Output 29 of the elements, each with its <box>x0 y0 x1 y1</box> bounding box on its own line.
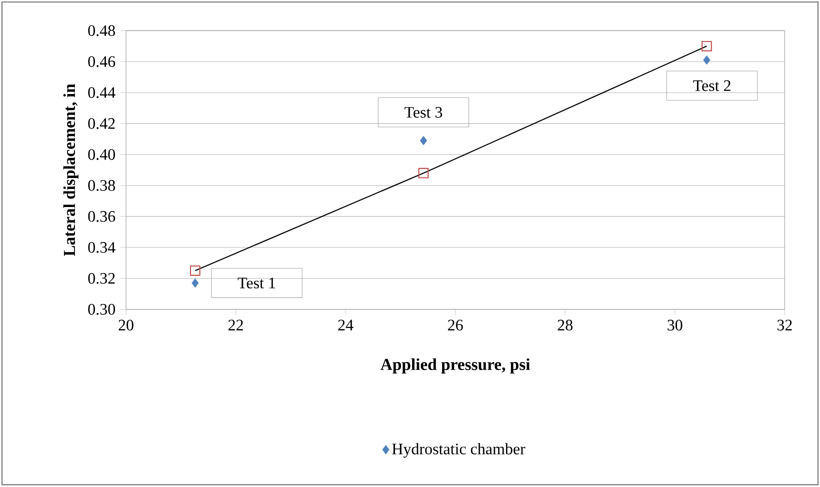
y-tick-label: 0.46 <box>88 56 116 68</box>
point <box>190 266 200 276</box>
y-tick-label: 0.36 <box>88 211 116 222</box>
x-tick-label: 28 <box>558 320 572 331</box>
annotation: Test 1 <box>238 278 276 289</box>
annotation: Test 2 <box>693 80 730 92</box>
x-tick-label: 20 <box>118 320 134 331</box>
point <box>420 136 427 146</box>
x-tick-label: 30 <box>668 320 682 331</box>
x-tick-label: 32 <box>777 320 792 331</box>
y-tick-label: 0.40 <box>88 149 115 160</box>
y-tick-label: 0.38 <box>88 180 115 192</box>
point <box>703 56 710 65</box>
y-tick-label: 0.44 <box>88 87 116 98</box>
x-tick-label: 22 <box>228 320 243 330</box>
legend-label: Hydrostatic chamber <box>392 443 526 458</box>
y-tick-label: 0.30 <box>88 304 115 315</box>
annotation: Test 3 <box>404 107 442 118</box>
point <box>702 41 712 52</box>
y-tick-label: 0.42 <box>88 118 115 130</box>
point <box>418 168 429 178</box>
y-tick-label: 0.48 <box>88 25 115 36</box>
y-tick-label: 0.32 <box>88 273 115 284</box>
point <box>192 278 199 288</box>
y-tick-label: 0.34 <box>88 242 116 254</box>
x-axis-title: Applied pressure, psi <box>380 358 530 374</box>
x-tick-label: 24 <box>338 320 354 330</box>
x-tick-label: 26 <box>448 320 463 331</box>
y-axis-title: Lateral displacement, in <box>63 84 78 256</box>
